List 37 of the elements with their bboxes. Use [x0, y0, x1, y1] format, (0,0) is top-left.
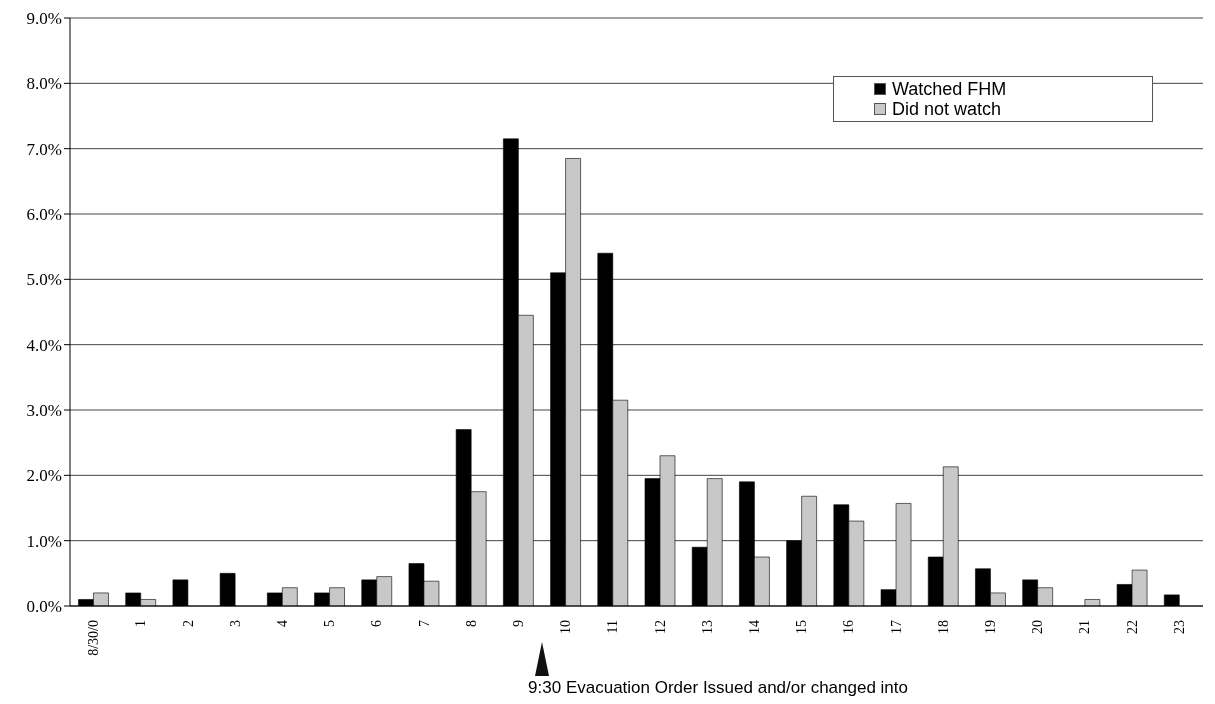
- x-tick-label: 15: [794, 620, 810, 634]
- y-tick-label: 4.0%: [26, 335, 62, 355]
- x-tick-label: 4: [274, 620, 290, 627]
- y-tick-label: 7.0%: [26, 139, 62, 159]
- y-tick-label: 2.0%: [26, 466, 62, 486]
- x-tick-label: 7: [416, 620, 432, 627]
- x-tick-label: 19: [983, 620, 999, 634]
- x-tick-label: 10: [558, 620, 574, 634]
- x-tick-label: 17: [888, 620, 904, 634]
- x-tick-label: 18: [935, 620, 951, 634]
- x-tick-label: 9: [510, 620, 526, 627]
- x-tick-label: 13: [699, 620, 715, 634]
- x-tick-label: 5: [322, 620, 338, 627]
- legend-label: Did not watch: [892, 99, 1002, 119]
- x-tick-label: 20: [1030, 620, 1046, 634]
- x-tick-label: 14: [747, 620, 763, 634]
- x-tick-label: 21: [1077, 620, 1093, 634]
- x-tick-label: 8: [463, 620, 479, 627]
- x-tick-label: 12: [652, 620, 668, 634]
- x-tick-label: 16: [841, 620, 857, 634]
- y-tick-label: 8.0%: [26, 74, 62, 94]
- x-tick-label: 23: [1171, 620, 1187, 634]
- x-tick-label: 11: [605, 620, 621, 634]
- y-tick-label: 0.0%: [26, 597, 62, 617]
- x-tick-label: 3: [227, 620, 243, 627]
- y-tick-label: 1.0%: [26, 531, 62, 551]
- text: 9:30 Evacuation Order Issued and/or changed into: [528, 678, 908, 698]
- y-tick-label: 6.0%: [26, 205, 62, 225]
- x-tick-label: 2: [180, 620, 196, 627]
- y-tick-label: 3.0%: [26, 401, 62, 421]
- x-tick-label: 22: [1124, 620, 1140, 634]
- x-tick-label: 1: [133, 620, 149, 627]
- y-tick-label: 9.0%: [26, 9, 62, 29]
- x-tick-label: 8/30/0: [86, 620, 102, 656]
- x-tick-label: 6: [369, 620, 385, 627]
- legend-label: Watched FHM: [892, 79, 1007, 99]
- y-tick-label: 5.0%: [26, 270, 62, 290]
